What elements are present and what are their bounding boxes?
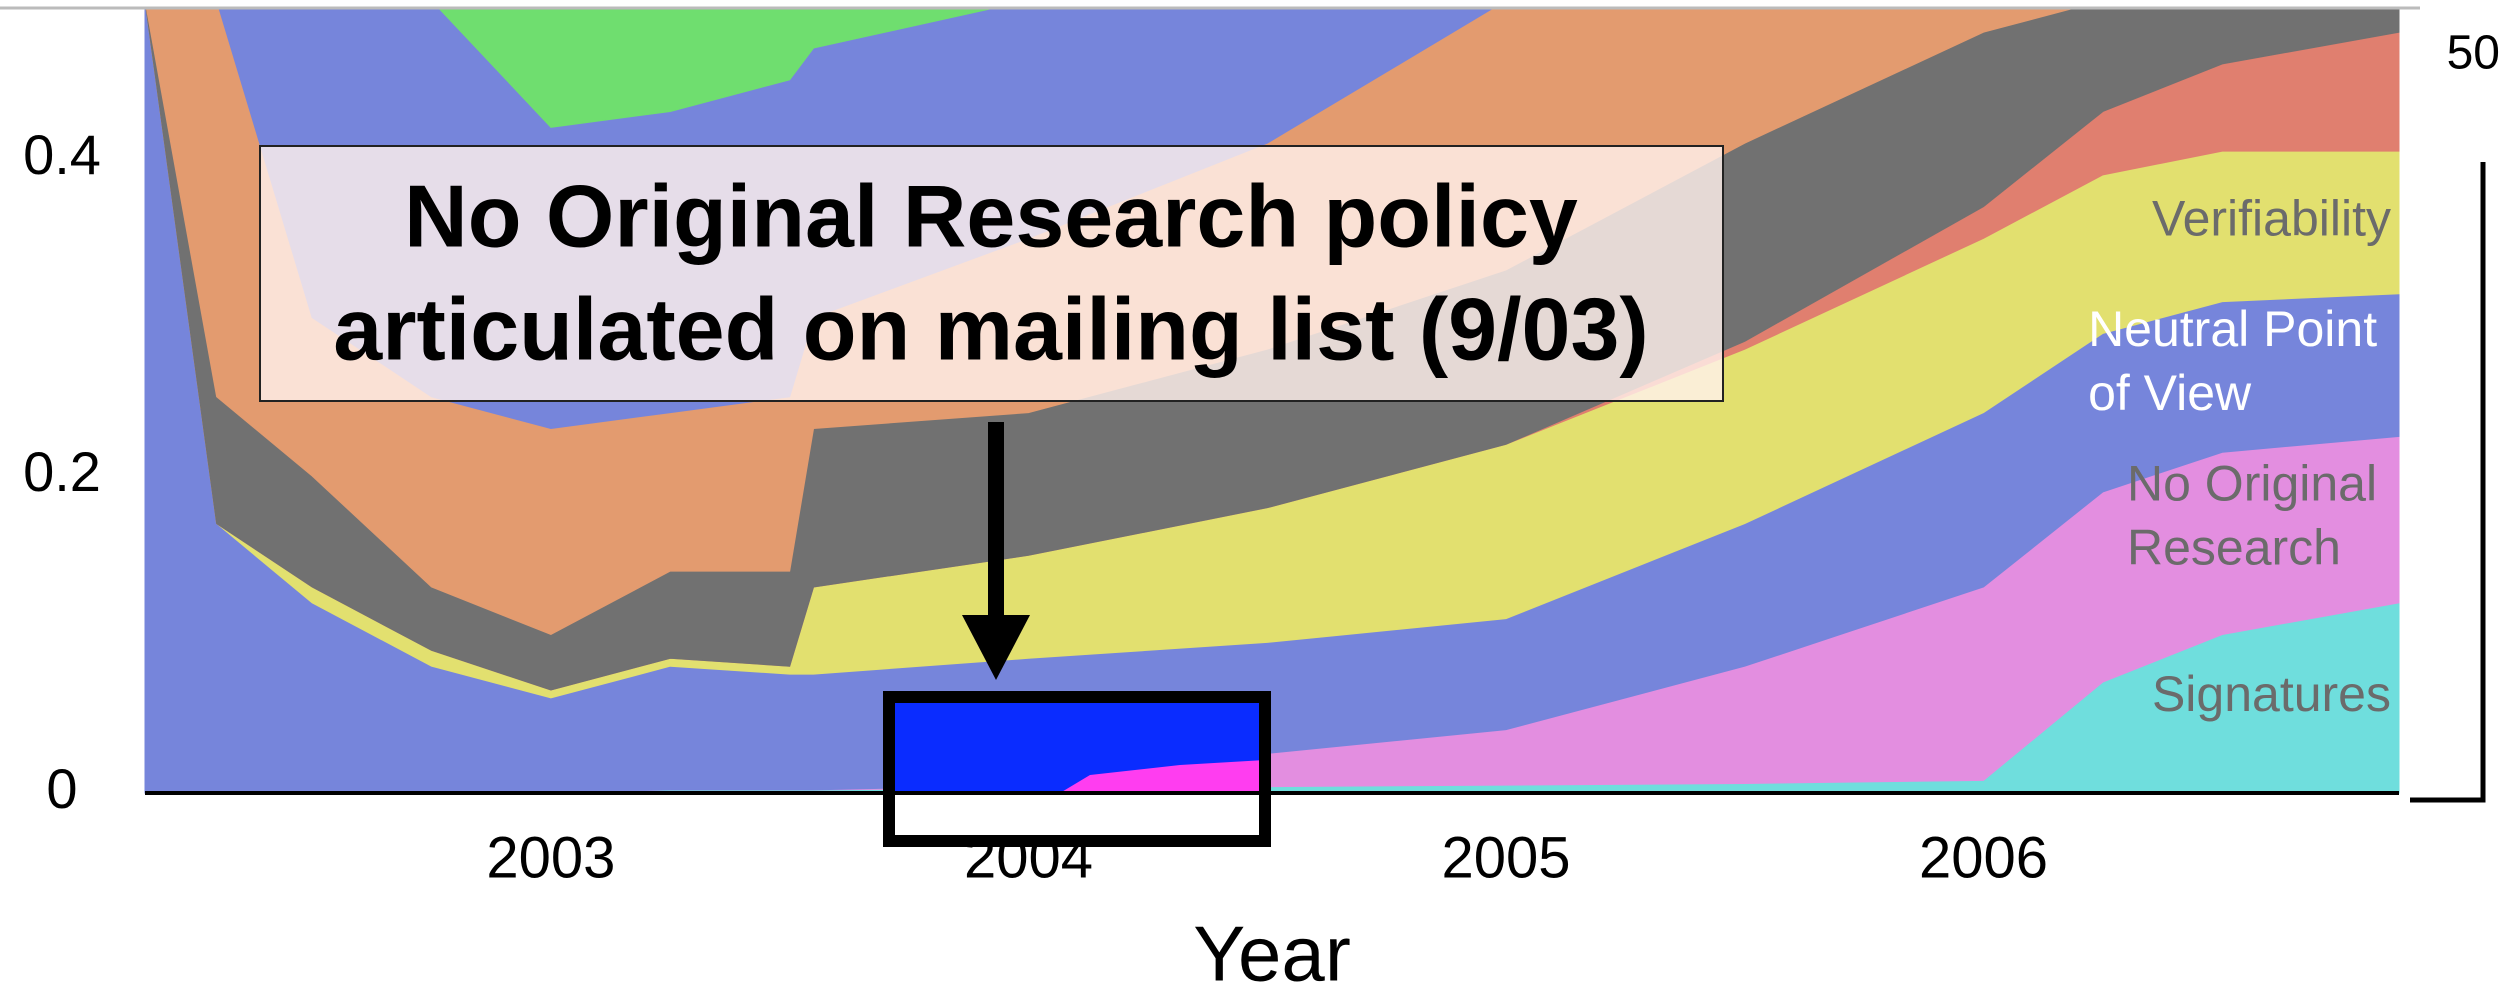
annotation-box: [259, 145, 1724, 402]
series-label: No Original Research: [2127, 456, 2391, 576]
annotation-line: No Original Research policy: [404, 166, 1578, 265]
series-label: Signatures: [2152, 666, 2391, 722]
series-label: Neutral Point of View: [2088, 301, 2391, 421]
highlight-below: [889, 793, 1265, 841]
highlight-frame: [883, 691, 1271, 847]
series-label: Verifiability: [2152, 191, 2391, 247]
x-tick-label: 2005: [1441, 825, 1570, 890]
x-axis-title: Year: [1193, 910, 1351, 998]
x-tick-label: 2006: [1919, 825, 2048, 890]
y-tick-label: 0: [46, 757, 77, 820]
x-tick-label: 2003: [486, 825, 615, 890]
y-tick-label: 0.2: [23, 440, 101, 503]
annotation-line: articulated on mailing list (9/03): [333, 279, 1648, 378]
right-label: 50: [2447, 27, 2500, 80]
highlight-pink: [1060, 760, 1265, 793]
y-tick-label: 0.4: [23, 123, 101, 186]
arrow-head: [962, 615, 1030, 680]
top-frame: [0, 0, 2520, 8]
right-bracket: [2410, 162, 2486, 803]
